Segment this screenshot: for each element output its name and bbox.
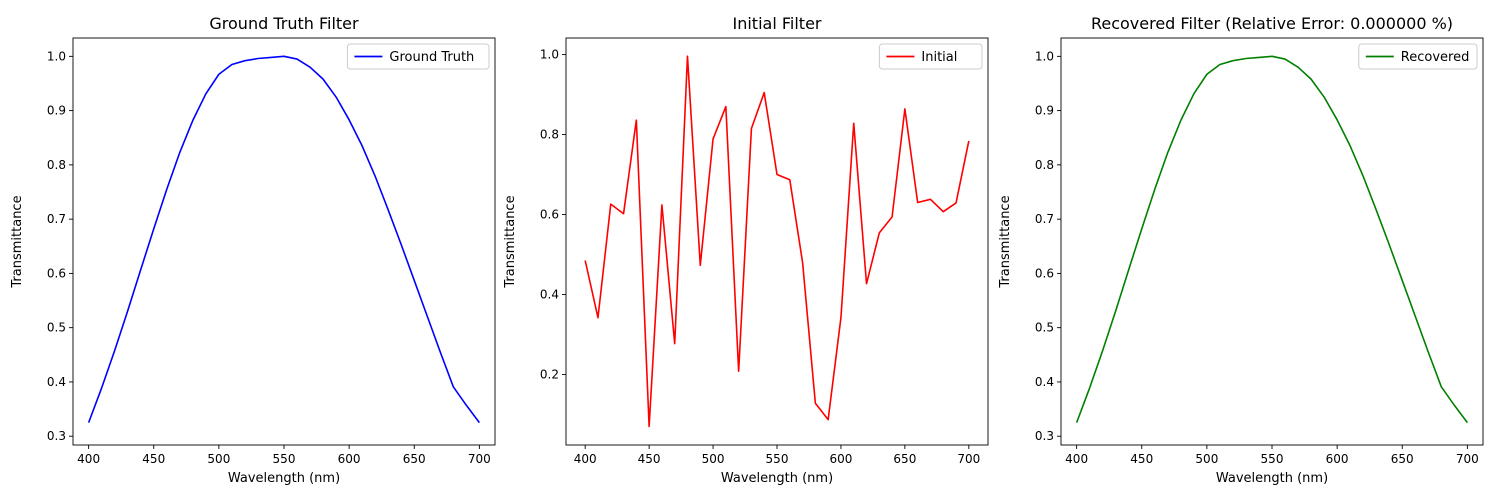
chart-panel-3: Recovered Filter (Relative Error: 0.0000… [998, 14, 1484, 486]
chart-title: Ground Truth Filter [209, 14, 359, 33]
x-tick-label: 650 [1391, 452, 1414, 466]
y-tick-label: 0.7 [1035, 212, 1054, 226]
y-tick-label: 0.9 [1035, 104, 1054, 118]
legend-label: Initial [921, 50, 957, 65]
chart-title: Initial Filter [733, 14, 822, 33]
chart-panel-1: Ground Truth Filter 400 450 500 550 600 650 700… [10, 14, 496, 486]
x-tick-label: 700 [468, 452, 491, 466]
x-tick-label: 650 [893, 452, 916, 466]
chart-title: Recovered Filter (Relative Error: 0.0000… [1091, 14, 1453, 33]
y-tick-label: 0.8 [1035, 158, 1054, 172]
x-tick-label: 700 [1456, 452, 1479, 466]
y-tick-label: 0.7 [47, 212, 66, 226]
x-tick-label: 650 [403, 452, 426, 466]
legend-box [878, 43, 983, 70]
y-tick-label: 0.4 [1035, 375, 1054, 389]
series-line-initial [584, 55, 970, 428]
x-axis-label: Wavelength (nm) [721, 471, 833, 486]
axes-frame [72, 37, 496, 446]
y-axis-label: Transmittance [10, 195, 25, 288]
y-tick-label: 0.8 [47, 158, 66, 172]
y-tick-label: 0.4 [47, 375, 66, 389]
x-tick-label: 600 [829, 452, 852, 466]
x-axis-label: Wavelength (nm) [228, 471, 340, 486]
x-tick-label: 550 [766, 452, 789, 466]
y-axis-label: Transmittance [503, 195, 518, 288]
legend-box [1358, 43, 1478, 70]
x-tick-label: 500 [207, 452, 230, 466]
y-tick-label: 0.3 [47, 429, 66, 443]
x-tick-label: 500 [702, 452, 725, 466]
x-axis-label: Wavelength (nm) [1216, 471, 1328, 486]
legend-box [346, 43, 490, 70]
y-tick-label: 0.9 [47, 104, 66, 118]
y-axis-label: Transmittance [998, 195, 1013, 288]
x-tick-label: 550 [1261, 452, 1284, 466]
chart-panel-2: Initial Filter 400 450 500 550 600 650 700 0.2 0.… [503, 14, 989, 486]
x-tick-label: 600 [1326, 452, 1349, 466]
y-tick-label: 0.6 [1035, 266, 1054, 280]
x-tick-label: 450 [142, 452, 165, 466]
legend-label: Recovered [1401, 50, 1470, 65]
x-tick-label: 450 [638, 452, 661, 466]
x-tick-label: 400 [77, 452, 100, 466]
x-tick-label: 500 [1195, 452, 1218, 466]
y-tick-label: 1.0 [1035, 49, 1054, 63]
y-tick-label: 0.3 [1035, 429, 1054, 443]
axes-frame [1060, 37, 1484, 446]
y-tick-label: 0.6 [47, 266, 66, 280]
y-tick-label: 0.2 [540, 367, 559, 381]
y-tick-label: 1.0 [47, 49, 66, 63]
series-line-recovered [1075, 55, 1469, 424]
series-line-ground-truth [87, 55, 481, 424]
y-tick-label: 0.8 [540, 128, 559, 142]
y-tick-label: 0.4 [540, 287, 559, 301]
y-tick-label: 0.5 [47, 321, 66, 335]
x-tick-label: 450 [1130, 452, 1153, 466]
y-tick-label: 0.5 [1035, 321, 1054, 335]
legend-label: Ground Truth [389, 50, 474, 65]
x-tick-label: 600 [338, 452, 361, 466]
x-tick-label: 400 [1065, 452, 1088, 466]
x-tick-label: 400 [574, 452, 597, 466]
y-tick-label: 0.6 [540, 208, 559, 222]
x-tick-label: 700 [957, 452, 980, 466]
y-tick-label: 1.0 [540, 48, 559, 62]
axes-frame [565, 37, 989, 446]
x-tick-label: 550 [273, 452, 296, 466]
